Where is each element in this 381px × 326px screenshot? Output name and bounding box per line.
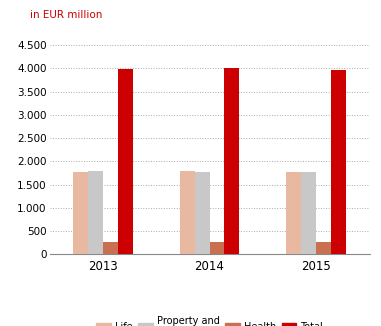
Text: in EUR million: in EUR million bbox=[30, 10, 103, 20]
Bar bbox=[180, 171, 195, 254]
Bar bbox=[287, 171, 301, 254]
Bar bbox=[88, 171, 103, 254]
Bar bbox=[210, 243, 224, 254]
Bar bbox=[301, 172, 316, 254]
Bar bbox=[316, 242, 331, 254]
Bar bbox=[331, 70, 346, 254]
Bar bbox=[103, 243, 118, 254]
Legend: Life, Property and
casualty, Health, Total: Life, Property and casualty, Health, Tot… bbox=[92, 312, 327, 326]
Bar bbox=[224, 68, 239, 254]
Bar bbox=[73, 172, 88, 254]
Bar bbox=[195, 172, 210, 254]
Bar bbox=[118, 69, 133, 254]
